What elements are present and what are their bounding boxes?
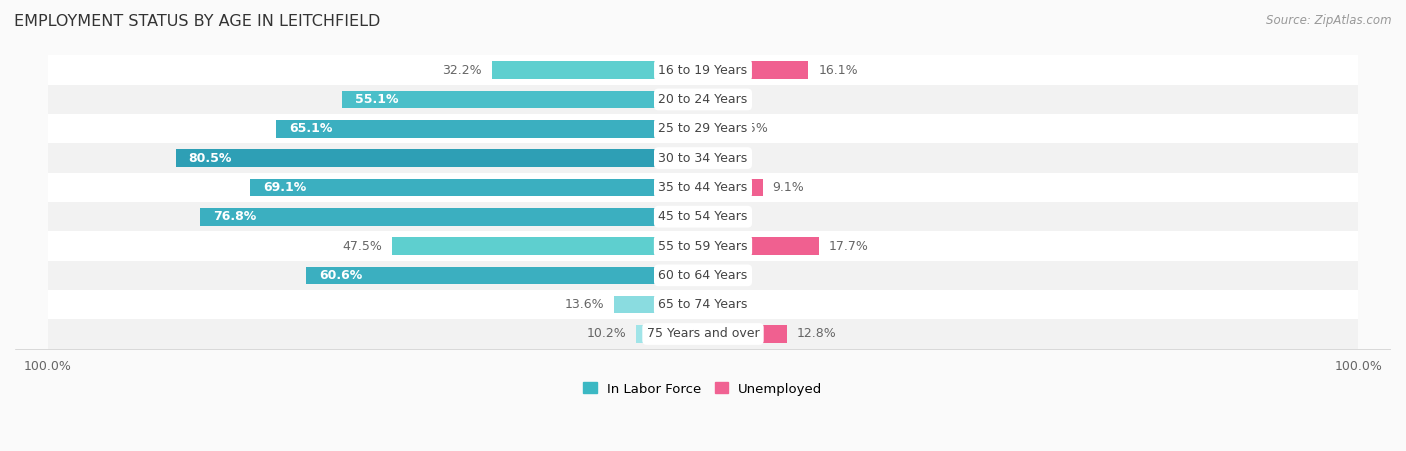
Text: 10.2%: 10.2% (586, 327, 626, 341)
Bar (307, 267, 703, 284)
Legend: In Labor Force, Unemployed: In Labor Force, Unemployed (578, 377, 828, 401)
Bar (48, 143, 1358, 173)
Text: 30 to 34 Years: 30 to 34 Years (658, 152, 748, 165)
Text: 9.1%: 9.1% (772, 181, 804, 194)
Text: 32.2%: 32.2% (443, 64, 482, 77)
Text: 60 to 64 Years: 60 to 64 Years (658, 269, 748, 282)
Text: 12.8%: 12.8% (797, 327, 837, 341)
Text: 65 to 74 Years: 65 to 74 Years (658, 298, 748, 311)
Text: 16.1%: 16.1% (818, 64, 858, 77)
Text: 76.8%: 76.8% (212, 210, 256, 223)
Bar (48, 319, 1358, 349)
Bar (636, 325, 703, 343)
Text: 17.7%: 17.7% (828, 239, 869, 253)
Text: 35 to 44 Years: 35 to 44 Years (658, 181, 748, 194)
Bar (703, 237, 818, 255)
Bar (614, 296, 703, 313)
Text: 55 to 59 Years: 55 to 59 Years (658, 239, 748, 253)
Bar (392, 237, 703, 255)
Bar (176, 149, 703, 167)
Bar (703, 120, 725, 138)
Text: 55.1%: 55.1% (356, 93, 398, 106)
Text: 0.0%: 0.0% (713, 93, 745, 106)
Text: 0.0%: 0.0% (713, 210, 745, 223)
Bar (48, 290, 1358, 319)
Text: 69.1%: 69.1% (263, 181, 307, 194)
Bar (48, 173, 1358, 202)
Text: 13.6%: 13.6% (564, 298, 605, 311)
Text: 75 Years and over: 75 Years and over (647, 327, 759, 341)
Text: Source: ZipAtlas.com: Source: ZipAtlas.com (1267, 14, 1392, 27)
Bar (277, 120, 703, 138)
Bar (492, 61, 703, 79)
Text: 25 to 29 Years: 25 to 29 Years (658, 122, 748, 135)
Text: 16 to 19 Years: 16 to 19 Years (658, 64, 748, 77)
Text: 0.0%: 0.0% (713, 269, 745, 282)
Text: 47.5%: 47.5% (342, 239, 382, 253)
Bar (48, 231, 1358, 261)
Text: 20 to 24 Years: 20 to 24 Years (658, 93, 748, 106)
Bar (703, 325, 787, 343)
Text: 0.0%: 0.0% (713, 298, 745, 311)
Bar (342, 91, 703, 108)
Bar (703, 179, 762, 196)
Text: 80.5%: 80.5% (188, 152, 232, 165)
Text: 65.1%: 65.1% (290, 122, 333, 135)
Bar (48, 261, 1358, 290)
Text: 0.0%: 0.0% (713, 152, 745, 165)
Bar (48, 114, 1358, 143)
Bar (250, 179, 703, 196)
Text: 60.6%: 60.6% (319, 269, 363, 282)
Text: 3.5%: 3.5% (735, 122, 768, 135)
Bar (200, 208, 703, 226)
Bar (703, 61, 808, 79)
Text: 45 to 54 Years: 45 to 54 Years (658, 210, 748, 223)
Bar (48, 202, 1358, 231)
Bar (48, 85, 1358, 114)
Bar (48, 55, 1358, 85)
Text: EMPLOYMENT STATUS BY AGE IN LEITCHFIELD: EMPLOYMENT STATUS BY AGE IN LEITCHFIELD (14, 14, 381, 28)
